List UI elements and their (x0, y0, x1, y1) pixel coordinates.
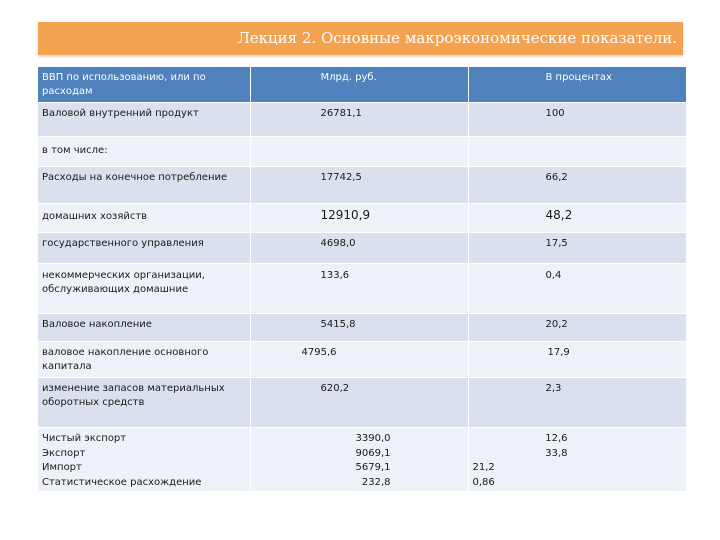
stat-discrepancy-value: 232,8 (361, 476, 391, 488)
table-header-row: ВВП по использованию, или по расходам Мл… (38, 67, 687, 103)
stat-discrepancy-label: Статистическое расхождение (42, 476, 202, 488)
table-row: валовое накопление основного капитала 47… (38, 341, 687, 378)
export-percent: 33,8 (545, 447, 568, 459)
row-value: 26781,1 (250, 102, 469, 137)
row-percent: 0,4 (468, 263, 687, 314)
row-value: 5415,8 (250, 313, 469, 342)
header-category: ВВП по использованию, или по расходам (38, 67, 251, 103)
row-percent (468, 136, 687, 167)
row-label: Валовой внутренний продукт (38, 102, 251, 137)
row-label: Расходы на конечное потребление (38, 166, 251, 204)
net-export-label: Чистый экспорт (42, 433, 127, 444)
stat-discrepancy-percent: 0,86 (472, 476, 495, 488)
row-label: государственного управления (38, 232, 251, 264)
import-label: Импорт (42, 462, 82, 473)
row-percent: 20,2 (468, 313, 687, 342)
row-percent: 100 (468, 102, 687, 137)
header-value: Млрд. руб. (250, 67, 469, 103)
row-percent: 12,6 33,8 21,2 0,86 (468, 427, 687, 492)
table-row: изменение запасов материальных оборотных… (38, 377, 687, 428)
row-label: некоммерческих организации, обслуживающи… (38, 263, 251, 314)
table-row: Валовой внутренний продукт 26781,1 100 (38, 102, 687, 137)
row-value: 12910,9 (250, 203, 469, 233)
header-percent: В процентах (468, 67, 687, 103)
table-row: Расходы на конечное потребление 17742,5 … (38, 166, 687, 204)
net-export-percent: 12,6 (545, 433, 568, 444)
row-value: 620,2 (250, 377, 469, 428)
row-label: домашних хозяйств (38, 203, 251, 233)
slide-title-bar: Лекция 2. Основные макроэкономические по… (38, 22, 683, 55)
row-value: 3390,0 9069,1 5679,1 232,8 (250, 427, 469, 492)
row-value: 4698,0 (250, 232, 469, 264)
import-value: 5679,1 (355, 462, 391, 473)
row-percent: 17,5 (468, 232, 687, 264)
row-label: в том числе: (38, 136, 251, 167)
table-row: некоммерческих организации, обслуживающи… (38, 263, 687, 314)
row-value: 133,6 (250, 263, 469, 314)
row-percent: 17,9 (468, 341, 687, 378)
table-row: домашних хозяйств 12910,9 48,2 (38, 203, 687, 233)
slide-title: Лекция 2. Основные макроэкономические по… (237, 29, 677, 47)
row-value (250, 136, 469, 167)
net-export-value: 3390,0 (355, 433, 391, 444)
row-percent: 2,3 (468, 377, 687, 428)
row-percent: 48,2 (468, 203, 687, 233)
row-value: 17742,5 (250, 166, 469, 204)
import-percent: 21,2 (472, 462, 495, 473)
table-row: Чистый экспорт Экспорт Импорт Статистиче… (38, 427, 687, 492)
export-value: 9069,1 (355, 447, 391, 459)
row-label: Валовое накопление (38, 313, 251, 342)
row-label: изменение запасов материальных оборотных… (38, 377, 251, 428)
table-row: Валовое накопление 5415,8 20,2 (38, 313, 687, 342)
row-value: 4795,6 (250, 341, 469, 378)
row-label: Чистый экспорт Экспорт Импорт Статистиче… (38, 427, 251, 492)
row-label: валовое накопление основного капитала (38, 341, 251, 378)
gdp-table: ВВП по использованию, или по расходам Мл… (38, 67, 687, 492)
table-row: государственного управления 4698,0 17,5 (38, 232, 687, 264)
row-percent: 66,2 (468, 166, 687, 204)
export-label: Экспорт (42, 447, 86, 459)
table-row: в том числе: (38, 136, 687, 167)
